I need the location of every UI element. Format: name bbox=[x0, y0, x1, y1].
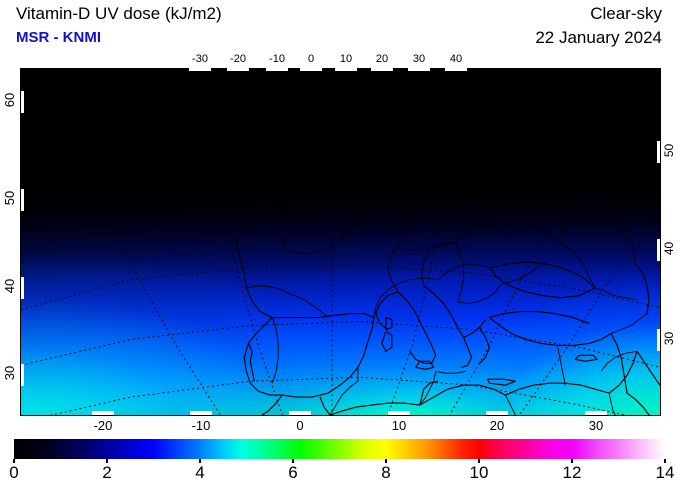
colorbar-tick bbox=[106, 459, 108, 463]
axis-tick-top bbox=[445, 68, 467, 71]
axis-label-top: 10 bbox=[339, 53, 353, 65]
axis-label-right: 50 bbox=[661, 143, 676, 158]
axis-tick-bottom bbox=[486, 411, 508, 415]
axis-tick-right bbox=[657, 239, 660, 261]
colorbar-tick-label: 4 bbox=[195, 463, 205, 482]
colorbar-tick-label: 6 bbox=[288, 463, 298, 482]
colorbar-tick bbox=[292, 459, 294, 463]
map-overlay bbox=[21, 76, 660, 415]
page-title: Vitamin-D UV dose (kJ/m2) bbox=[16, 4, 222, 23]
axis-label-bottom: -20 bbox=[93, 418, 113, 433]
axis-tick-bottom bbox=[289, 411, 311, 415]
axis-tick-left bbox=[21, 91, 24, 113]
colorbar-tick bbox=[385, 459, 387, 463]
axis-label-top: 20 bbox=[375, 53, 389, 65]
institute-label: MSR - KNMI bbox=[16, 29, 101, 46]
map-plot-area bbox=[20, 68, 661, 416]
axis-tick-top bbox=[300, 68, 322, 71]
axis-label-bottom: 30 bbox=[588, 418, 604, 433]
graticule bbox=[21, 220, 660, 415]
country-borders bbox=[246, 170, 648, 415]
colorbar-tick-label: 8 bbox=[381, 463, 391, 482]
colorbar-tick-label: 10 bbox=[469, 463, 489, 482]
axis-label-left: 30 bbox=[2, 365, 17, 381]
coastlines bbox=[175, 76, 660, 415]
axis-tick-right bbox=[657, 141, 660, 163]
colorbar-tick-label: 2 bbox=[102, 463, 112, 482]
axis-tick-top bbox=[371, 68, 393, 71]
sky-condition-label: Clear-sky bbox=[590, 4, 662, 23]
axis-tick-bottom bbox=[92, 411, 114, 415]
axis-tick-top bbox=[266, 68, 288, 71]
axis-label-bottom: 0 bbox=[296, 418, 304, 433]
colorbar-tick bbox=[571, 459, 573, 463]
axis-tick-bottom bbox=[585, 411, 607, 415]
axis-label-top: -10 bbox=[269, 53, 285, 65]
axis-label-bottom: 10 bbox=[391, 418, 407, 433]
axis-tick-top bbox=[227, 68, 249, 71]
colorbar-tick bbox=[664, 459, 666, 463]
axis-tick-bottom bbox=[190, 411, 212, 415]
axis-label-top: 30 bbox=[412, 53, 426, 65]
axis-label-left: 50 bbox=[2, 190, 17, 206]
axis-tick-left bbox=[21, 189, 24, 211]
date-label: 22 January 2024 bbox=[535, 28, 662, 47]
axis-label-left: 40 bbox=[2, 278, 17, 294]
axis-label-top: -20 bbox=[230, 53, 246, 65]
axis-label-bottom: 20 bbox=[489, 418, 505, 433]
colorbar-tick bbox=[13, 459, 15, 463]
colorbar-tick-label: 12 bbox=[562, 463, 582, 482]
colorbar-tick-label: 0 bbox=[9, 463, 19, 482]
axis-tick-top bbox=[189, 68, 211, 71]
axis-tick-left bbox=[21, 277, 24, 299]
axis-tick-bottom bbox=[388, 411, 410, 415]
axis-label-bottom: -10 bbox=[191, 418, 211, 433]
colorbar-tick bbox=[478, 459, 480, 463]
colorbar-tick-label: 14 bbox=[655, 463, 675, 482]
axis-tick-top bbox=[335, 68, 357, 71]
axis-tick-top bbox=[408, 68, 430, 71]
colorbar-tick bbox=[199, 459, 201, 463]
axis-label-top: 40 bbox=[449, 53, 463, 65]
axis-label-top: 0 bbox=[307, 53, 315, 65]
axis-tick-right bbox=[657, 329, 660, 351]
colorbar-gradient bbox=[14, 439, 665, 459]
axis-tick-left bbox=[21, 364, 24, 386]
axis-label-right: 30 bbox=[661, 331, 676, 346]
axis-label-right: 40 bbox=[661, 241, 676, 256]
axis-label-left: 60 bbox=[2, 92, 17, 108]
axis-label-top: -30 bbox=[192, 53, 208, 65]
colorbar-panel: 0 2 4 6 8 10 12 14 bbox=[0, 437, 678, 482]
